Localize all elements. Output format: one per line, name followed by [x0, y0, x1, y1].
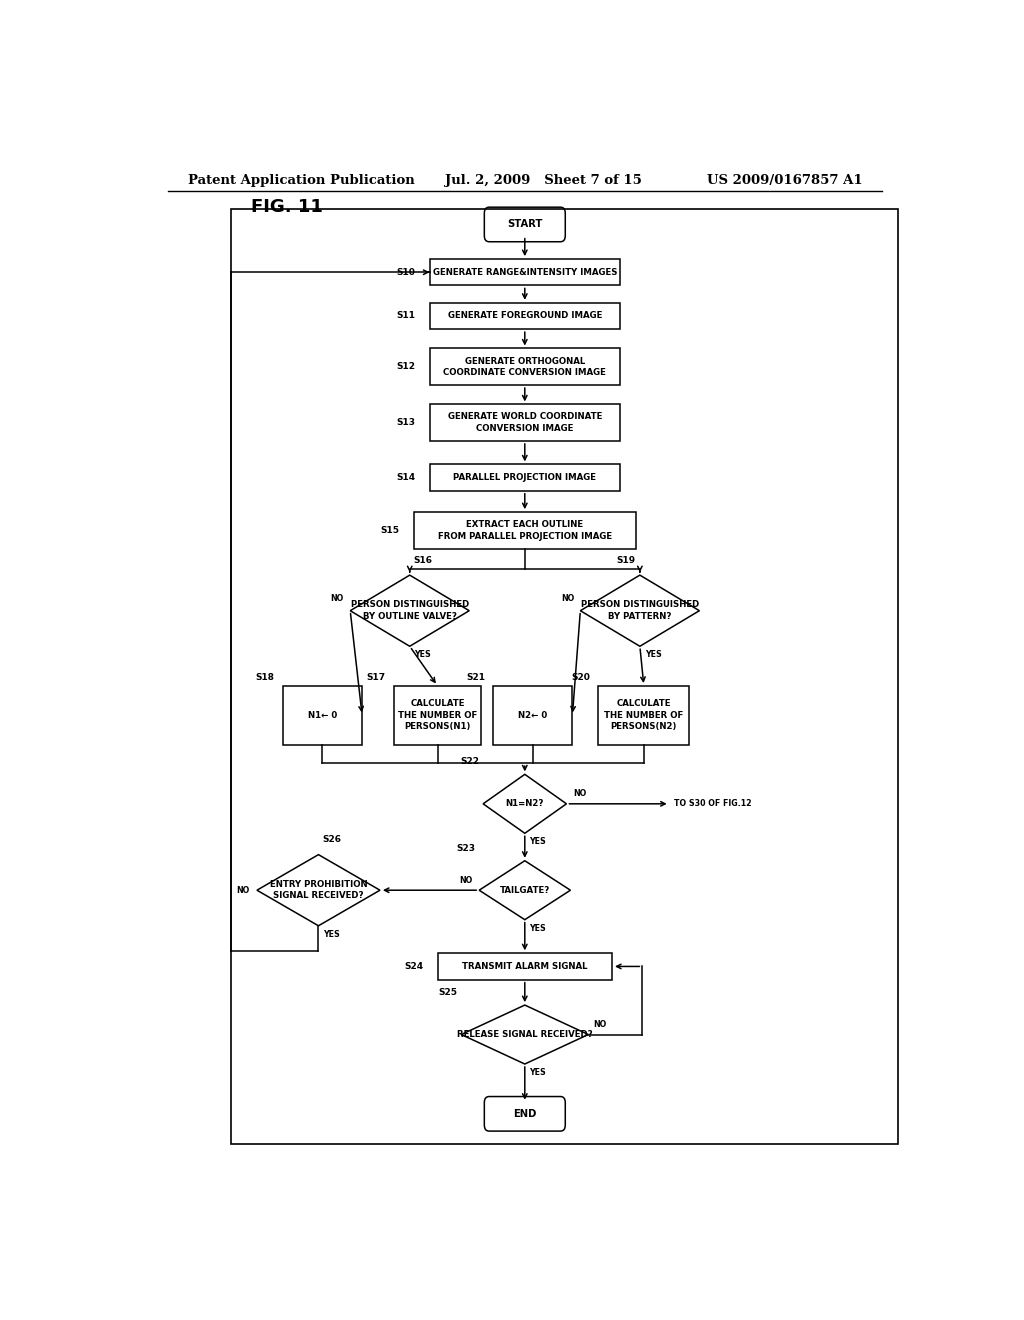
Polygon shape	[461, 1005, 588, 1064]
Bar	[598, 686, 689, 744]
Text: YES: YES	[324, 929, 340, 939]
Text: S22: S22	[460, 758, 479, 766]
FancyBboxPatch shape	[484, 1097, 565, 1131]
Text: S15: S15	[380, 525, 399, 535]
Text: S14: S14	[396, 473, 416, 482]
Text: GENERATE ORTHOGONAL
COORDINATE CONVERSION IMAGE: GENERATE ORTHOGONAL COORDINATE CONVERSIO…	[443, 356, 606, 378]
Bar	[430, 259, 621, 285]
Text: CALCULATE
THE NUMBER OF
PERSONS(N1): CALCULATE THE NUMBER OF PERSONS(N1)	[398, 700, 477, 731]
Text: START: START	[507, 219, 543, 230]
Bar	[283, 686, 362, 744]
Bar	[437, 953, 612, 979]
Text: NO: NO	[460, 875, 473, 884]
Text: S21: S21	[466, 673, 485, 682]
Text: NO: NO	[236, 886, 249, 895]
Text: ENTRY PROHIBITION
SIGNAL RECEIVED?: ENTRY PROHIBITION SIGNAL RECEIVED?	[269, 880, 368, 900]
Text: S16: S16	[414, 556, 433, 565]
Text: GENERATE RANGE&INTENSITY IMAGES: GENERATE RANGE&INTENSITY IMAGES	[432, 268, 617, 277]
Text: S23: S23	[457, 843, 475, 853]
Text: S19: S19	[616, 556, 636, 565]
Text: S11: S11	[396, 312, 416, 321]
Text: TAILGATE?: TAILGATE?	[500, 886, 550, 895]
Text: S13: S13	[396, 418, 416, 428]
Polygon shape	[483, 775, 566, 833]
Text: N1← 0: N1← 0	[308, 711, 337, 719]
Text: TO S30 OF FIG.12: TO S30 OF FIG.12	[674, 800, 751, 808]
Bar	[430, 465, 621, 491]
Text: S12: S12	[396, 362, 416, 371]
Text: PERSON DISTINGUISHED
BY OUTLINE VALVE?: PERSON DISTINGUISHED BY OUTLINE VALVE?	[350, 601, 469, 620]
Bar	[394, 686, 481, 744]
Text: YES: YES	[529, 1068, 547, 1077]
FancyBboxPatch shape	[484, 207, 565, 242]
Bar	[494, 686, 572, 744]
Text: EXTRACT EACH OUTLINE
FROM PARALLEL PROJECTION IMAGE: EXTRACT EACH OUTLINE FROM PARALLEL PROJE…	[437, 520, 612, 541]
Text: FIG. 11: FIG. 11	[251, 198, 323, 216]
Text: S18: S18	[256, 673, 274, 682]
Text: N2← 0: N2← 0	[518, 711, 548, 719]
Bar	[430, 404, 621, 441]
Text: S24: S24	[404, 962, 423, 972]
Text: YES: YES	[529, 924, 547, 933]
Text: GENERATE WORLD COORDINATE
CONVERSION IMAGE: GENERATE WORLD COORDINATE CONVERSION IMA…	[447, 412, 602, 433]
Text: YES: YES	[645, 651, 662, 659]
Text: NO: NO	[593, 1020, 606, 1028]
Text: NO: NO	[561, 594, 574, 603]
Text: S17: S17	[367, 673, 386, 682]
Text: US 2009/0167857 A1: US 2009/0167857 A1	[708, 174, 863, 187]
Bar	[414, 512, 636, 549]
Text: PARALLEL PROJECTION IMAGE: PARALLEL PROJECTION IMAGE	[454, 473, 596, 482]
Polygon shape	[581, 576, 699, 647]
Text: GENERATE FOREGROUND IMAGE: GENERATE FOREGROUND IMAGE	[447, 312, 602, 321]
Bar	[231, 209, 898, 1144]
Text: RELEASE SIGNAL RECEIVED?: RELEASE SIGNAL RECEIVED?	[457, 1030, 593, 1039]
Text: Patent Application Publication: Patent Application Publication	[187, 174, 415, 187]
Text: S20: S20	[571, 673, 590, 682]
Bar	[430, 302, 621, 329]
Text: NO: NO	[331, 594, 344, 603]
Text: TRANSMIT ALARM SIGNAL: TRANSMIT ALARM SIGNAL	[462, 962, 588, 972]
Text: S26: S26	[323, 836, 341, 845]
Text: NO: NO	[572, 789, 586, 799]
Text: N1=N2?: N1=N2?	[506, 800, 544, 808]
Text: CALCULATE
THE NUMBER OF
PERSONS(N2): CALCULATE THE NUMBER OF PERSONS(N2)	[604, 700, 683, 731]
Text: S25: S25	[438, 987, 458, 997]
Polygon shape	[479, 861, 570, 920]
Text: Jul. 2, 2009   Sheet 7 of 15: Jul. 2, 2009 Sheet 7 of 15	[445, 174, 642, 187]
Text: END: END	[513, 1109, 537, 1119]
Polygon shape	[350, 576, 469, 647]
Bar	[430, 348, 621, 385]
Text: YES: YES	[415, 651, 431, 659]
Text: YES: YES	[529, 837, 547, 846]
Text: S10: S10	[396, 268, 416, 277]
Text: PERSON DISTINGUISHED
BY PATTERN?: PERSON DISTINGUISHED BY PATTERN?	[581, 601, 699, 620]
Polygon shape	[257, 854, 380, 925]
